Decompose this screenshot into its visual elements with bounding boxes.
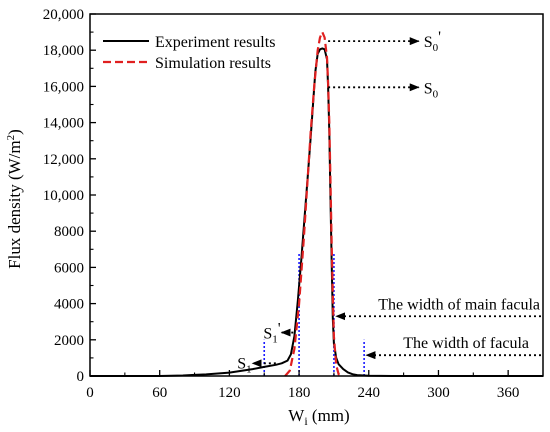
- x-tick-label: 240: [358, 385, 381, 401]
- annotation-main-facula: The width of main facula: [378, 296, 540, 313]
- y-axis-label-rest: ): [5, 129, 24, 135]
- legend-label-simulation: Simulation results: [155, 55, 271, 72]
- x-tick-label: 360: [497, 385, 520, 401]
- annotation-facula: The width of facula: [403, 335, 529, 352]
- y-tick-label: 10,000: [43, 188, 84, 204]
- annotation-s1-prime-sub: 1: [272, 334, 278, 346]
- x-tick-label: 0: [86, 385, 94, 401]
- annotation-s1-prime-main: S: [263, 326, 272, 343]
- annotation-s1-sub: 1: [246, 363, 252, 375]
- series-line-simulation: [284, 31, 344, 378]
- y-axis-label: Flux density (W/m2): [5, 129, 24, 269]
- annotation-s0-prime-mark: ': [438, 29, 441, 46]
- annotation-s1: S1: [237, 355, 251, 375]
- annotation-s0-prime-main: S: [424, 34, 433, 51]
- legend-label-experiment: Experiment results: [155, 34, 275, 51]
- x-axis-label-main: W: [288, 406, 305, 425]
- y-tick-label: 12,000: [43, 152, 84, 168]
- y-tick-label: 16,000: [43, 79, 84, 95]
- y-axis-label-sup: 2: [5, 135, 17, 141]
- annotation-s1-main: S: [237, 355, 246, 372]
- y-tick-label: 14,000: [43, 116, 84, 132]
- axes-layer: 0 60 120 180 240 300 360 0 2000 4000 6000 8000 10,00…: [43, 7, 544, 401]
- y-tick-label: 4000: [54, 297, 84, 313]
- x-tick-label: 60: [152, 385, 167, 401]
- legend: Experiment results Simulation results: [103, 34, 275, 72]
- y-tick-label: 0: [77, 369, 85, 385]
- y-axis-label-main: Flux density (W/m: [5, 140, 24, 268]
- x-tick-label: 120: [218, 385, 241, 401]
- annotation-s0-prime: S0': [424, 29, 441, 54]
- annotation-s0-prime-sub: 0: [433, 42, 439, 54]
- annotation-layer: S0' S0 The width of main facula The widt…: [237, 29, 540, 375]
- y-tick-label: 8000: [54, 224, 84, 240]
- annotation-s0: S0: [424, 80, 439, 100]
- y-tick-label: 2000: [54, 333, 84, 349]
- annotation-s0-sub: 0: [433, 88, 439, 100]
- annotation-s1-prime: S1': [263, 321, 280, 346]
- x-tick-label: 300: [427, 385, 450, 401]
- x-axis-label-rest: (mm): [308, 406, 350, 425]
- y-tick-label: 6000: [54, 260, 84, 276]
- plot-layer: [90, 31, 543, 378]
- x-tick-label: 180: [288, 385, 311, 401]
- annotation-s1-prime-mark: ': [278, 321, 281, 338]
- series-line-experiment: [90, 47, 543, 377]
- x-axis-label: Wi (mm): [288, 406, 349, 428]
- y-tick-label: 20,000: [43, 7, 84, 23]
- x-axis-label-sub: i: [304, 414, 308, 428]
- y-tick-label: 18,000: [43, 43, 84, 59]
- annotation-s0-main: S: [424, 80, 433, 97]
